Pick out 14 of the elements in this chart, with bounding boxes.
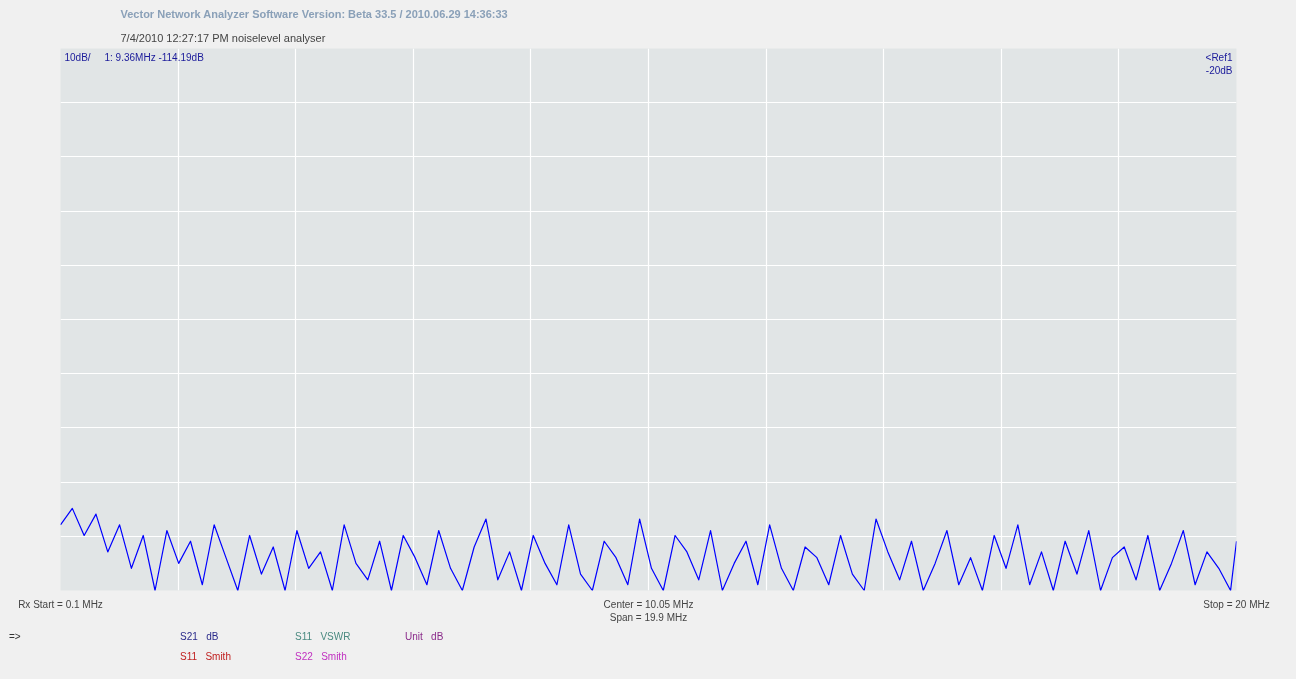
text: Unit dB: [405, 630, 444, 644]
chart-subtitle: 7/4/2010 12:27:17 PM noiselevel analyser: [120, 31, 326, 44]
x-tick-label: Stop = 20 MHz: [1203, 598, 1270, 610]
chart-title: Vector Network Analyzer Software Version: Beta 33.5 / 2010.06.29 14:36:33: [120, 7, 508, 20]
x-tick-label: Rx Start = 0.1 MHz: [18, 598, 103, 610]
text: 10dB/: [64, 51, 91, 63]
text: <Ref1 -20dB: [1205, 52, 1233, 77]
text: S11 VSWR: [295, 630, 351, 644]
text: S11 Smith: [180, 650, 231, 664]
x-tick-label: Center = 10.05 MHz Span = 19.9 MHz: [603, 598, 694, 623]
text: S21 dB: [180, 630, 219, 644]
text: S22 Smith: [295, 650, 347, 664]
text: 1: 9.36MHz -114.19dB: [104, 51, 205, 63]
text: =>: [9, 630, 21, 644]
